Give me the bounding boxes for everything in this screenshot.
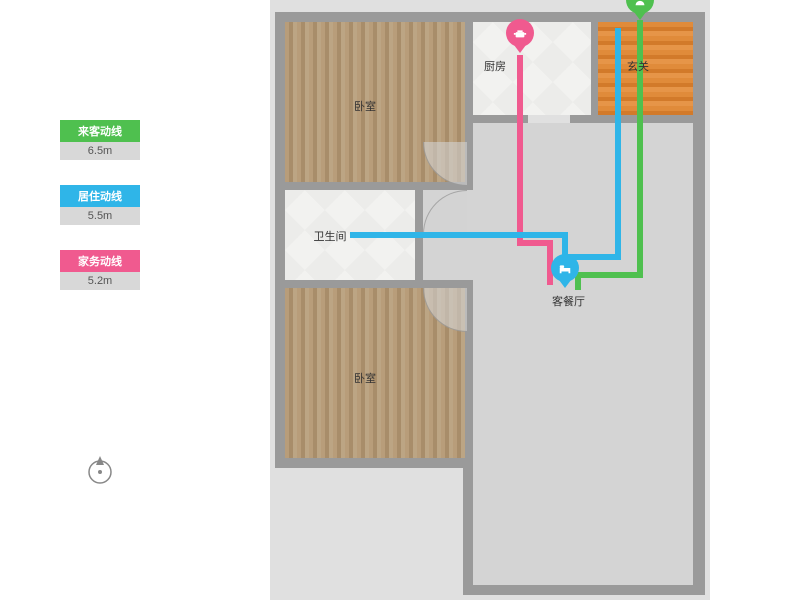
wall xyxy=(693,12,705,595)
label-bedroom1: 卧室 xyxy=(354,98,376,114)
path-blue xyxy=(615,28,621,260)
legend-item-living: 居住动线 5.5m xyxy=(60,185,140,225)
legend-label: 居住动线 xyxy=(60,185,140,207)
pin-kitchen xyxy=(506,19,534,55)
path-pink xyxy=(517,55,523,240)
wall xyxy=(275,458,473,468)
legend-label: 来客动线 xyxy=(60,120,140,142)
wall xyxy=(275,12,285,468)
wall xyxy=(570,115,693,123)
label-living: 客餐厅 xyxy=(552,293,585,309)
wall xyxy=(463,585,703,595)
floorplan: 卧室 卫生间 卧室 厨房 玄关 客餐厅 xyxy=(270,0,710,600)
legend-value: 5.5m xyxy=(60,207,140,225)
label-bedroom2: 卧室 xyxy=(354,370,376,386)
bed-icon xyxy=(558,261,572,275)
label-bathroom: 卫生间 xyxy=(314,228,347,244)
pin-entrance xyxy=(626,0,654,22)
legend-label: 家务动线 xyxy=(60,250,140,272)
path-green xyxy=(575,272,643,278)
wall xyxy=(285,280,473,288)
wall xyxy=(285,182,473,190)
legend: 来客动线 6.5m 居住动线 5.5m 家务动线 5.2m xyxy=(60,120,140,315)
label-kitchen: 厨房 xyxy=(484,58,506,74)
legend-item-housework: 家务动线 5.2m xyxy=(60,250,140,290)
wall xyxy=(463,458,473,595)
pot-icon xyxy=(513,26,527,40)
compass-icon xyxy=(82,450,118,486)
path-blue xyxy=(350,232,568,238)
wall xyxy=(591,22,598,115)
legend-item-guest: 来客动线 6.5m xyxy=(60,120,140,160)
label-entrance: 玄关 xyxy=(627,58,649,74)
room-living xyxy=(473,123,693,585)
pin-living xyxy=(551,254,579,290)
legend-value: 6.5m xyxy=(60,142,140,160)
legend-value: 5.2m xyxy=(60,272,140,290)
person-icon xyxy=(633,0,647,7)
